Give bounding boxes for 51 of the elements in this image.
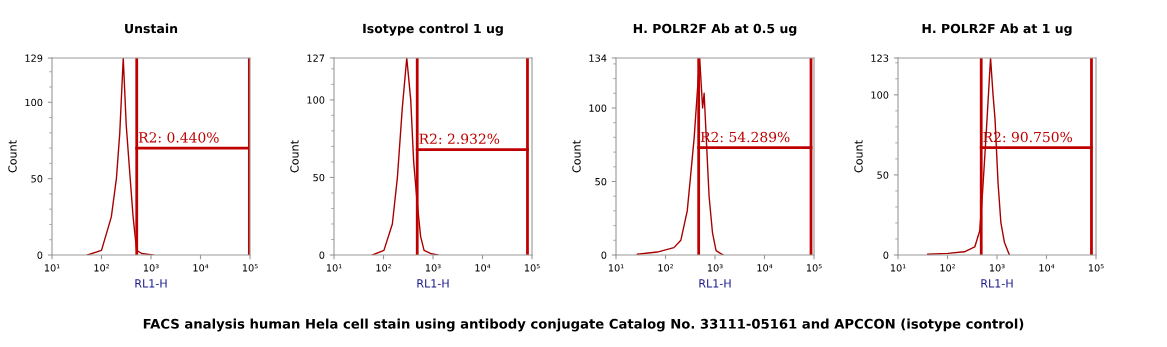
x-axis-title: RL1-H	[981, 279, 1013, 288]
x-tick-label: 10⁴	[1039, 264, 1055, 272]
x-tick-label: 10⁵	[1088, 264, 1104, 272]
annotation: R2: 2.932%	[419, 133, 500, 145]
chart-title: H. POLR2F Ab at 1 ug	[922, 23, 1072, 36]
y-tick-label: 129	[25, 54, 43, 62]
chart-title: H. POLR2F Ab at 0.5 ug	[633, 23, 797, 36]
y-tick-label: 100	[307, 96, 325, 104]
y-tick-label: 100	[25, 98, 43, 107]
y-axis-title: Count	[854, 140, 863, 173]
x-tick-label: 10⁴	[757, 264, 773, 272]
x-tick-label: 10³	[989, 264, 1005, 272]
annotation: R2: 0.440%	[138, 132, 219, 143]
y-tick-label: 123	[871, 54, 889, 62]
x-tick-label: 10²	[94, 264, 110, 272]
y-tick-label: 0	[883, 251, 889, 259]
x-tick-label: 10³	[143, 264, 159, 272]
y-tick-label: 0	[601, 251, 607, 259]
y-tick-label: 134	[589, 54, 607, 62]
y-tick-label: 0	[319, 251, 325, 259]
x-tick-label: 10¹	[608, 264, 624, 272]
x-tick-label: 10¹	[44, 264, 60, 272]
y-tick-label: 50	[595, 177, 607, 186]
x-tick-label: 10²	[940, 264, 956, 272]
x-tick-label: 10⁵	[242, 264, 258, 272]
y-tick-label: 100	[871, 91, 889, 99]
y-tick-label: 50	[31, 175, 43, 183]
y-tick-label: 50	[313, 173, 325, 182]
y-tick-label: 100	[589, 104, 607, 112]
y-axis-title: Count	[290, 140, 299, 173]
y-tick-label: 50	[877, 171, 889, 179]
x-tick-label: 10²	[658, 264, 674, 272]
y-tick-label: 0	[37, 251, 43, 259]
x-tick-label: 10²	[376, 264, 392, 272]
x-tick-label: 10⁵	[806, 264, 822, 272]
y-tick-label: 127	[307, 54, 325, 62]
chart-title: Unstain	[125, 23, 178, 34]
x-tick-label: 10⁴	[475, 264, 491, 272]
x-axis-title: RL1-H	[135, 279, 167, 288]
text: FACS analysis human Hela cell stain using antibody conjugate Catalog No. 33111-05161 and APCCON (isotype control)	[143, 318, 1024, 332]
chart-title: Isotype control 1 ug	[363, 23, 503, 36]
x-axis-title: RL1-H	[699, 279, 731, 288]
y-axis-title: Count	[8, 140, 17, 173]
x-tick-label: 10⁵	[524, 264, 540, 272]
x-tick-label: 10¹	[326, 264, 342, 272]
x-axis-title: RL1-H	[417, 279, 449, 288]
x-tick-label: 10³	[707, 264, 723, 272]
x-tick-label: 10⁴	[193, 264, 209, 272]
y-axis-title: Count	[572, 140, 581, 173]
x-tick-label: 10¹	[890, 264, 906, 272]
x-tick-label: 10³	[425, 264, 441, 272]
